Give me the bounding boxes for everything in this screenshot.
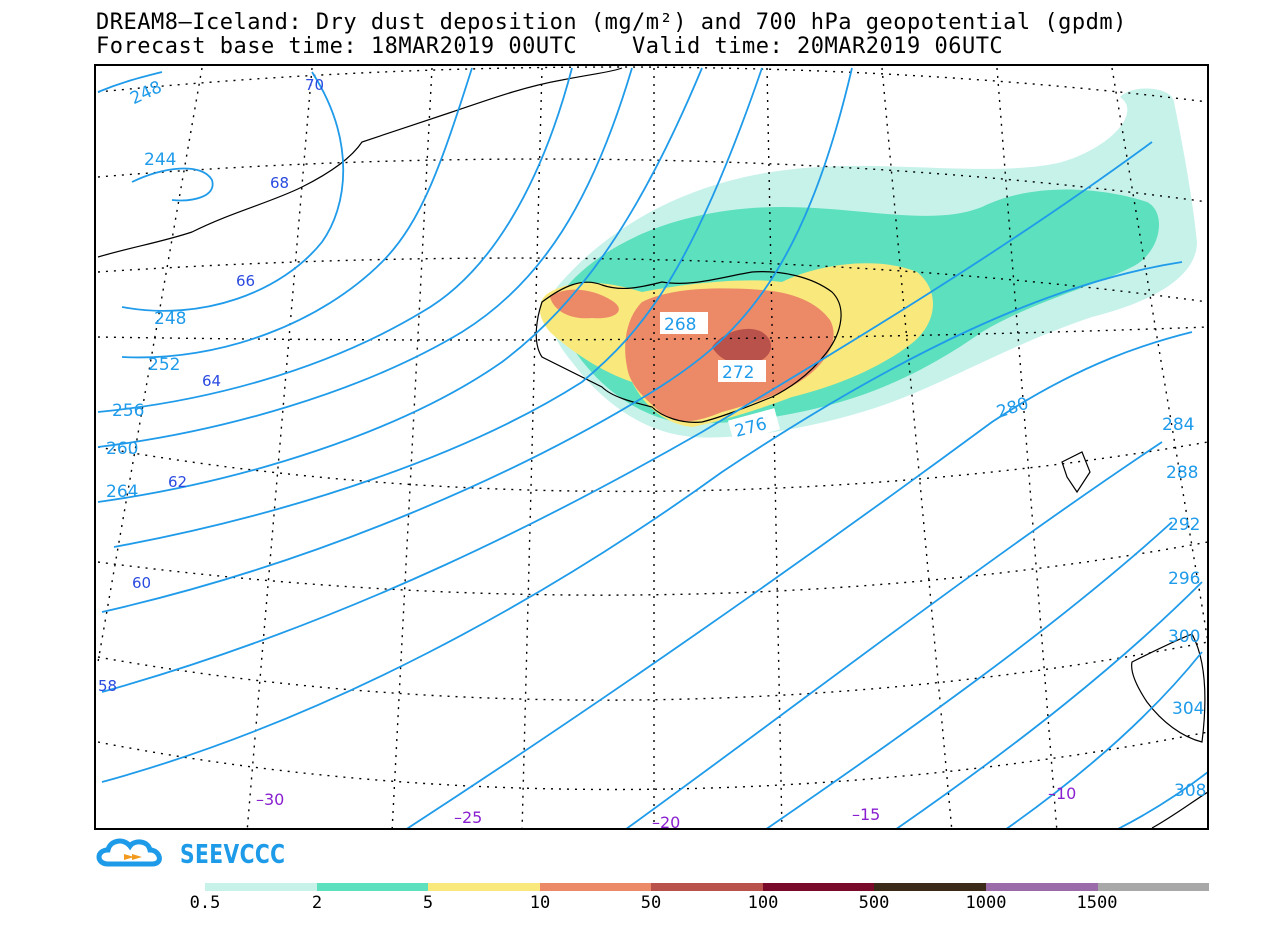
legend-label: 1000 — [965, 893, 1007, 913]
contour-label: 304 — [1172, 699, 1204, 719]
legend-swatch — [651, 883, 763, 891]
map-panel: 248 244 248 252 256 260 264 268 272 276 … — [94, 64, 1209, 830]
contour-label: 284 — [1162, 415, 1194, 435]
legend-swatch — [205, 883, 317, 891]
legend-swatch — [428, 883, 540, 891]
legend-label: 100 — [747, 893, 779, 913]
coastlines — [97, 67, 1207, 828]
dust-band-50 — [712, 328, 772, 365]
longitude-label: –25 — [454, 808, 482, 827]
contour-label-box — [727, 408, 781, 442]
latitude-label: 58 — [98, 677, 117, 695]
latitude-label: 68 — [270, 174, 289, 192]
contour-label: 256 — [112, 401, 144, 421]
longitude-label: –20 — [652, 813, 680, 830]
contour-label: 300 — [1168, 627, 1200, 647]
cloud-icon — [96, 838, 162, 867]
contour-label: 268 — [664, 315, 696, 335]
contour-label-box — [718, 360, 766, 382]
legend-label: 0.5 — [189, 893, 221, 913]
dust-deposition-shading — [539, 88, 1197, 438]
latitude-label: 66 — [236, 272, 255, 290]
geopotential-contours — [97, 67, 1207, 828]
longitude-labels: –30 –25 –20 –15 –10 — [256, 784, 1076, 830]
legend-swatch — [316, 883, 429, 891]
legend-swatch — [762, 883, 875, 891]
latitude-label: 60 — [132, 574, 151, 592]
legend-swatch — [539, 883, 652, 891]
longitude-label: –10 — [1048, 784, 1076, 803]
logo-text: SEEVCCC — [180, 840, 286, 870]
contour-label: 252 — [148, 355, 180, 375]
dust-band-10 — [550, 288, 834, 422]
contour-label: 292 — [1168, 515, 1200, 535]
contour-label: 248 — [154, 309, 186, 329]
legend-swatch — [985, 883, 1098, 891]
contour-label: 280 — [994, 394, 1031, 423]
contour-label-box — [660, 312, 708, 334]
map-canvas: 248 244 248 252 256 260 264 268 272 276 … — [97, 66, 1207, 830]
contour-label: 260 — [106, 439, 138, 459]
legend-label: 2 — [311, 893, 323, 913]
graticule — [97, 66, 1207, 828]
map-subtitle-times: Forecast base time: 18MAR2019 00UTC Vali… — [96, 34, 1004, 59]
legend-swatch — [1097, 883, 1210, 891]
contour-label: 272 — [722, 363, 754, 383]
legend-label: 1500 — [1076, 893, 1118, 913]
legend-label: 500 — [858, 893, 890, 913]
latitude-label: 64 — [202, 372, 221, 390]
legend-label: 50 — [640, 893, 662, 913]
longitude-label: –15 — [852, 805, 880, 824]
contour-label: 244 — [144, 150, 176, 170]
legend-swatch — [874, 883, 986, 891]
seevccc-logo — [96, 838, 162, 867]
latitude-label: 62 — [168, 473, 187, 491]
arrow-icon — [124, 854, 134, 860]
contour-label: 296 — [1168, 569, 1200, 589]
contour-label: 308 — [1174, 781, 1206, 801]
legend-colorbar — [205, 883, 1210, 891]
longitude-label: –30 — [256, 790, 284, 809]
map-title: DREAM8–Iceland: Dry dust deposition (mg/… — [96, 10, 1127, 35]
latitude-labels: 70 68 66 64 62 60 58 — [98, 76, 324, 695]
legend-label: 10 — [529, 893, 551, 913]
legend-labels: 0.5 2 5 10 50 100 500 1000 1500 — [0, 893, 1271, 913]
legend-label: 5 — [422, 893, 434, 913]
latitude-label: 70 — [305, 76, 324, 94]
contour-label: 248 — [127, 77, 165, 109]
contour-label: 264 — [106, 482, 138, 502]
contour-label: 288 — [1166, 463, 1198, 483]
